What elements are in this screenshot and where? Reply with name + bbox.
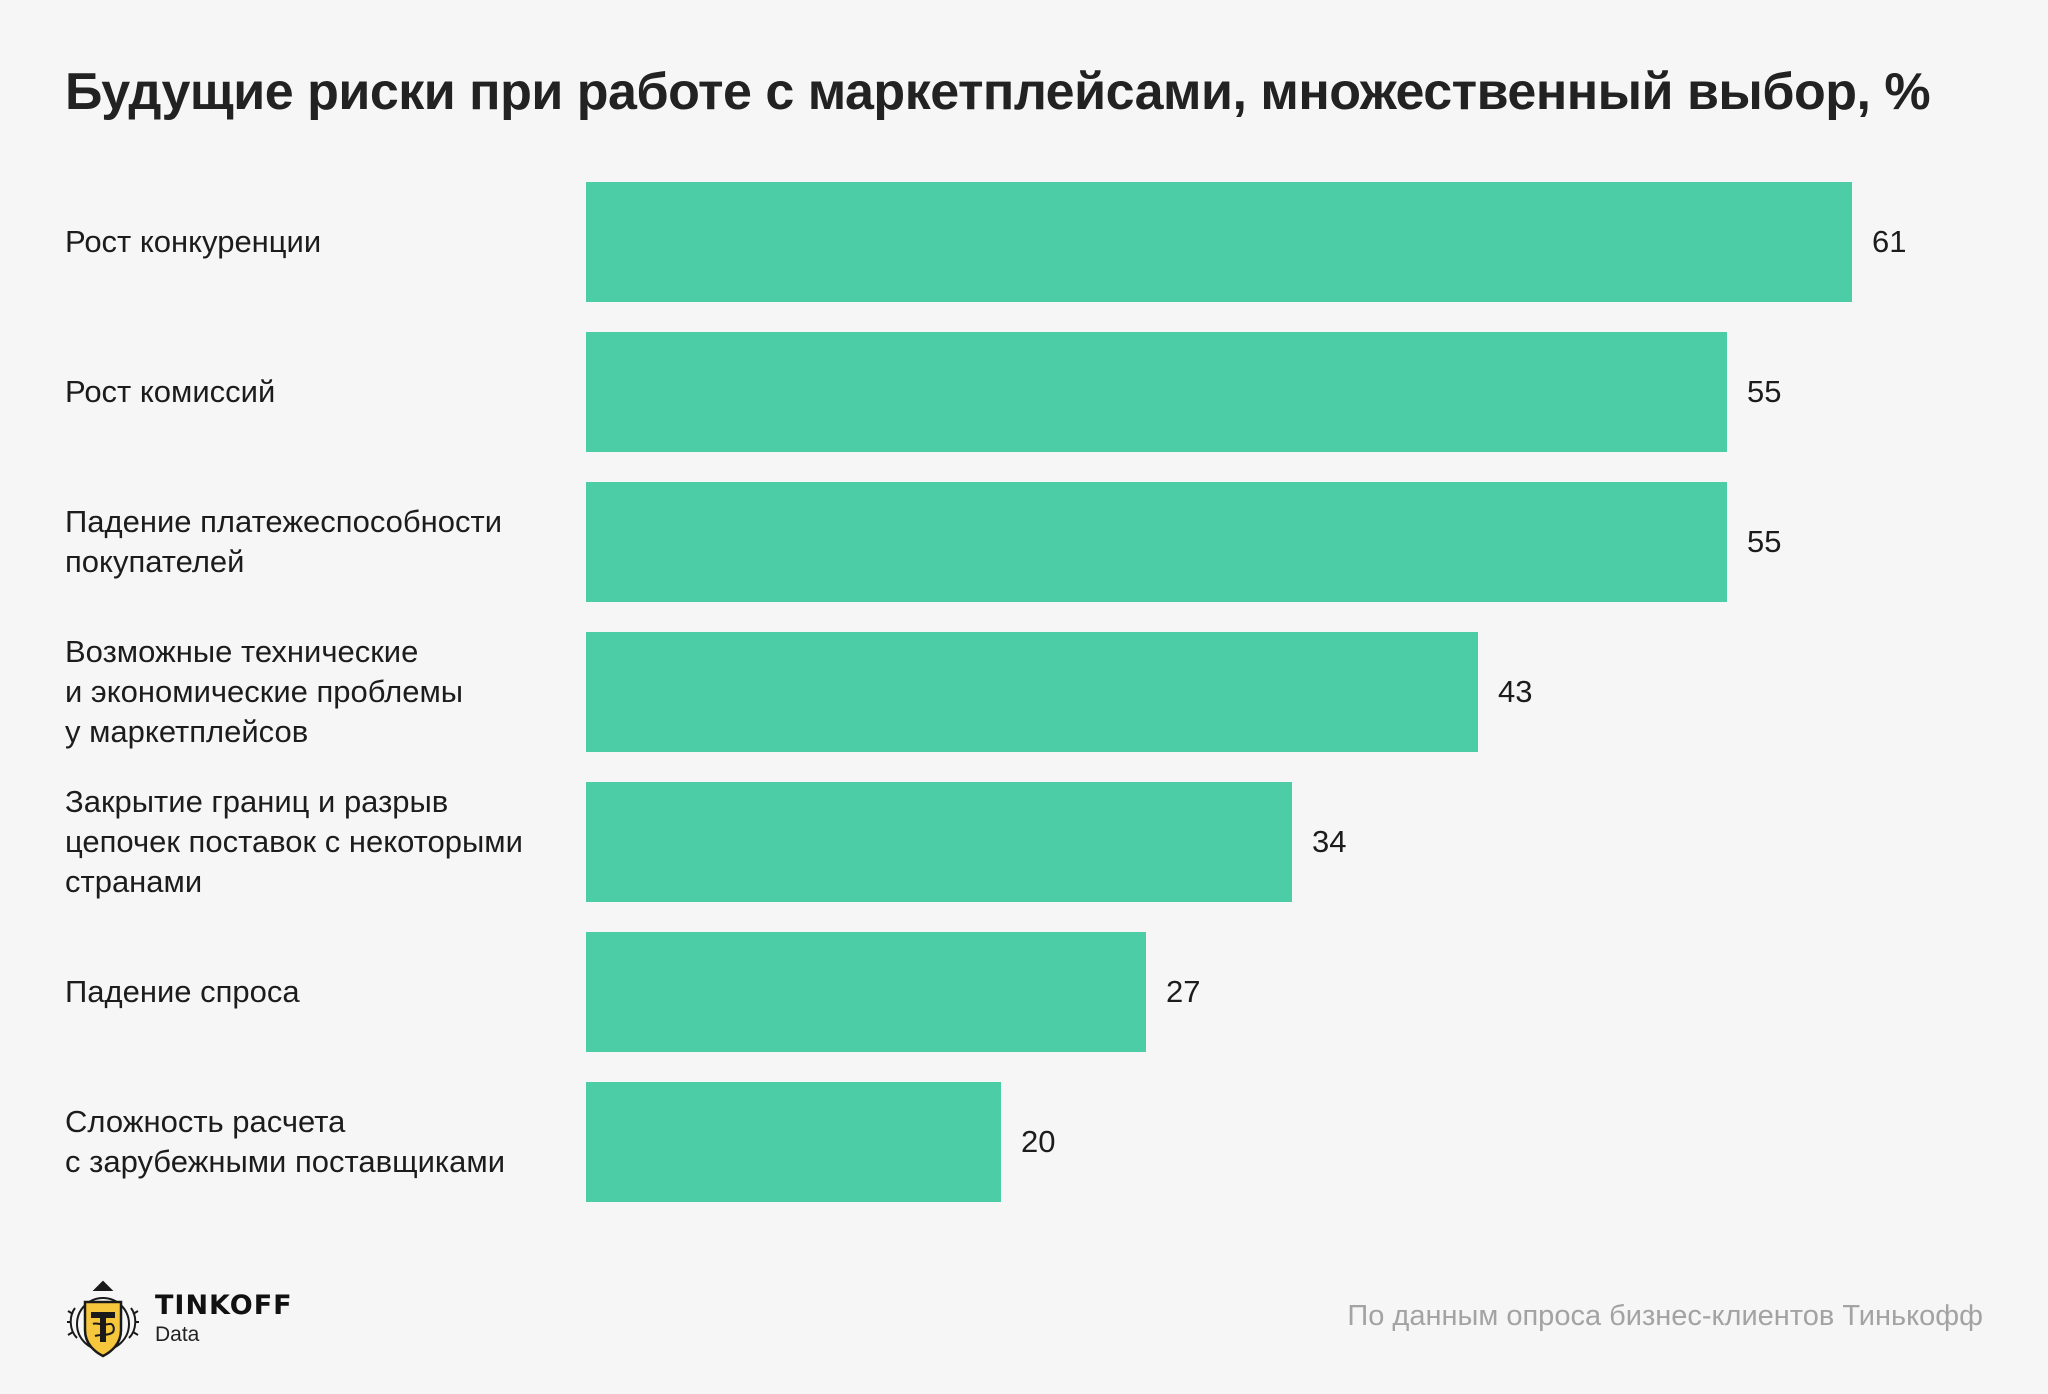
value-label: 27	[1166, 974, 1201, 1009]
category-label: Падение спроса	[65, 974, 300, 1009]
category-label: Рост комиссий	[65, 374, 276, 409]
tinkoff-emblem-icon	[67, 1280, 139, 1358]
category-label: Возможные технические и экономические пр…	[65, 634, 464, 749]
value-label: 43	[1498, 674, 1533, 709]
category-label: Рост конкуренции	[65, 224, 322, 259]
bar	[586, 782, 1292, 902]
bar	[586, 482, 1727, 602]
category-label: Закрытие границ и разрыв цепочек поставо…	[65, 784, 523, 899]
value-label: 20	[1021, 1124, 1056, 1159]
value-label: 34	[1312, 824, 1347, 859]
bar	[586, 182, 1852, 302]
bar-row: Рост конкуренции 61	[0, 182, 2048, 302]
bar	[586, 932, 1146, 1052]
bar-row: Падение платежеспособности покупателей 55	[0, 482, 2048, 602]
source-note: По данным опроса бизнес-клиентов Тинькоф…	[1347, 1300, 1983, 1332]
value-label: 61	[1872, 224, 1907, 259]
bar	[586, 632, 1478, 752]
tinkoff-logo: TINKOFF Data	[65, 1278, 293, 1362]
bar	[586, 1082, 1001, 1202]
brand-subtitle: Data	[155, 1323, 200, 1346]
chart-title: Будущие риски при работе с маркетплейсам…	[65, 63, 1931, 121]
bar-row: Возможные технические и экономические пр…	[0, 632, 2048, 752]
bar-row: Падение спроса 27	[0, 932, 2048, 1052]
value-label: 55	[1747, 524, 1782, 559]
bar-row: Сложность расчета с зарубежными поставщи…	[0, 1082, 2048, 1202]
bar-row: Рост комиссий 55	[0, 332, 2048, 452]
category-label: Падение платежеспособности покупателей	[65, 504, 503, 579]
brand-name: TINKOFF	[155, 1290, 293, 1321]
value-label: 55	[1747, 374, 1782, 409]
bar-row: Закрытие границ и разрыв цепочек поставо…	[0, 782, 2048, 902]
bar	[586, 332, 1727, 452]
category-label: Сложность расчета с зарубежными поставщи…	[65, 1104, 506, 1179]
